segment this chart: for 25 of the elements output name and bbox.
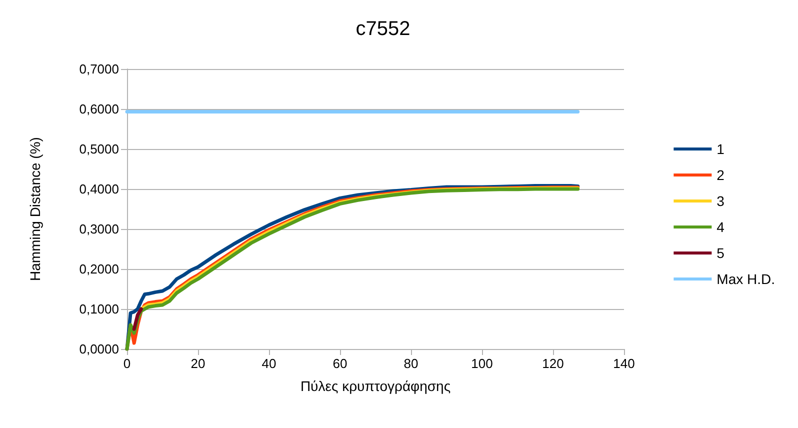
y-tick-label: 0,1000	[79, 302, 119, 316]
y-tick-label: 0,4000	[79, 182, 119, 196]
x-tick-label: 60	[332, 356, 348, 371]
chart-title: c7552	[356, 18, 410, 40]
legend-label: Max H.D.	[716, 271, 776, 287]
y-tick-label: 0,2000	[79, 262, 119, 276]
x-tick-label: 0	[123, 356, 131, 371]
y-tick-label: 0,6000	[79, 102, 119, 116]
y-tick-label: 0,5000	[79, 142, 119, 156]
x-tick-label: 80	[404, 356, 418, 371]
x-tick-label: 140	[613, 356, 635, 371]
x-axis-title: Πύλες κρυπτογράφησης	[300, 378, 451, 394]
y-tick-label: 0,3000	[79, 222, 119, 236]
legend-label: 5	[716, 245, 725, 261]
legend-label: 2	[716, 167, 725, 183]
y-tick-label: 0,0000	[79, 342, 119, 356]
legend-label: 4	[716, 219, 725, 235]
x-tick-label: 20	[190, 356, 206, 371]
y-tick-label: 0,7000	[79, 62, 119, 76]
y-axis-title: Hamming Distance (%)	[27, 137, 43, 281]
x-tick-label: 40	[262, 356, 276, 371]
x-tick-label: 120	[542, 356, 564, 371]
x-tick-label: 100	[471, 356, 493, 371]
legend-label: 1	[716, 141, 725, 157]
legend-label: 3	[716, 193, 725, 209]
